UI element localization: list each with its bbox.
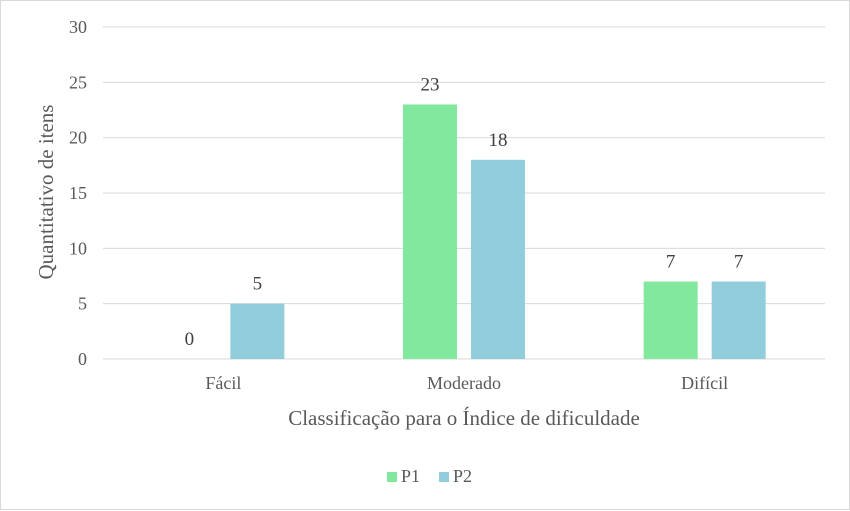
y-tick-label: 30 xyxy=(69,17,87,37)
y-tick-label: 20 xyxy=(69,128,87,148)
bar-p2-1 xyxy=(471,159,525,359)
data-label: 7 xyxy=(666,252,676,273)
data-label: 7 xyxy=(734,252,744,273)
legend-label: P2 xyxy=(453,466,472,486)
legend-swatch-p2 xyxy=(439,472,449,482)
data-label: 18 xyxy=(489,130,508,151)
data-label: 23 xyxy=(421,74,440,95)
bars xyxy=(230,104,766,359)
legend-swatch-p1 xyxy=(387,472,397,482)
legend: P1 P2 xyxy=(387,466,472,486)
x-tick-label: Difícil xyxy=(681,373,728,393)
bar-p2-2 xyxy=(711,281,766,359)
data-label: 5 xyxy=(253,274,263,295)
y-tick-label: 5 xyxy=(78,294,87,314)
bar-p2-0 xyxy=(230,303,285,359)
data-label: 0 xyxy=(185,329,195,350)
bar-p1-2 xyxy=(643,281,698,359)
legend-label: P1 xyxy=(401,466,420,486)
bar-p1-1 xyxy=(403,104,457,359)
y-axis-ticks: 0 5 10 15 20 25 30 xyxy=(69,17,87,369)
y-axis-title: Quantitativo de itens xyxy=(34,105,58,280)
x-axis-title: Classificação para o Índice de dificulda… xyxy=(288,406,640,430)
x-axis-ticks: Fácil Moderado Difícil xyxy=(205,373,728,393)
y-tick-label: 10 xyxy=(69,238,87,258)
x-tick-label: Moderado xyxy=(427,373,501,393)
y-tick-label: 0 xyxy=(78,349,87,369)
x-tick-label: Fácil xyxy=(205,373,241,393)
gridlines xyxy=(103,26,825,360)
y-tick-label: 25 xyxy=(69,72,87,92)
y-tick-label: 15 xyxy=(69,183,87,203)
data-labels: 0 5 23 18 7 7 xyxy=(185,74,744,350)
